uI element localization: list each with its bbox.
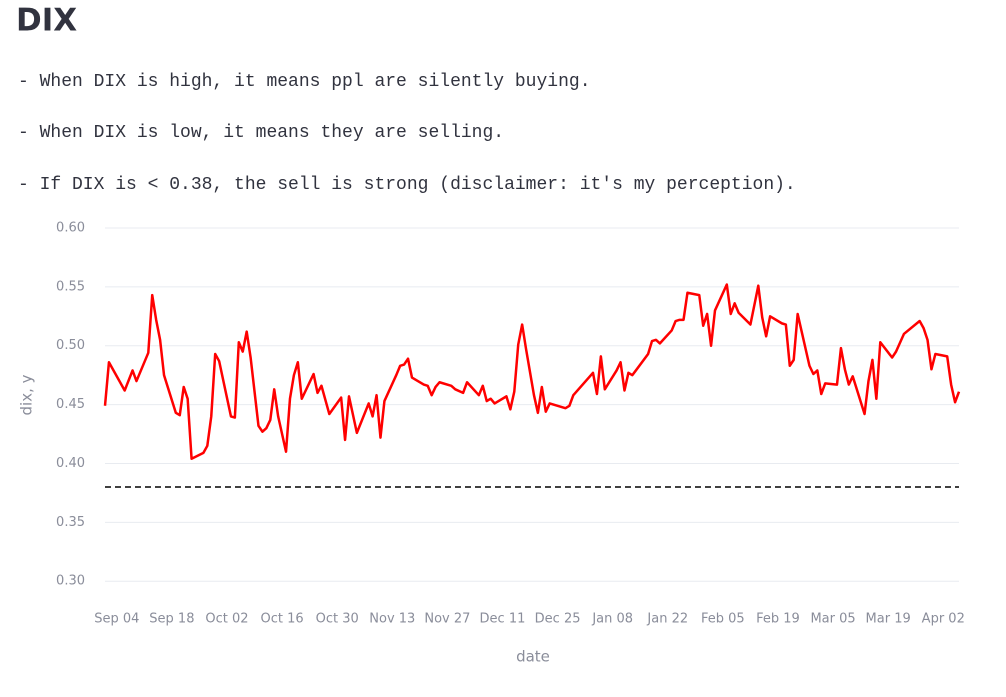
y-tick-label: 0.30 [56, 574, 85, 589]
x-tick-label: Oct 30 [316, 612, 359, 627]
x-tick-label: Mar 05 [810, 612, 855, 627]
note: - If DIX is < 0.38, the sell is strong (… [18, 175, 796, 195]
x-tick-label: Oct 16 [261, 612, 304, 627]
page-title: DIX [16, 3, 77, 39]
x-tick-label: Nov 13 [369, 612, 415, 627]
x-tick-label: Feb 19 [756, 612, 800, 627]
x-tick-label: Apr 02 [922, 612, 965, 627]
x-tick-label: Oct 02 [205, 612, 248, 627]
x-tick-label: Sep 18 [149, 612, 194, 627]
y-tick-label: 0.35 [56, 515, 85, 530]
x-axis-title: date [516, 648, 550, 666]
note: - When DIX is high, it means ppl are sil… [18, 72, 591, 92]
y-tick-label: 0.40 [56, 456, 85, 471]
y-tick-label: 0.60 [56, 221, 85, 236]
x-tick-label: Dec 11 [480, 612, 526, 627]
x-tick-label: Feb 05 [701, 612, 745, 627]
x-tick-label: Nov 27 [424, 612, 470, 627]
y-tick-label: 0.55 [56, 279, 85, 294]
x-tick-label: Jan 22 [646, 612, 688, 627]
note: - When DIX is low, it means they are sel… [18, 123, 504, 143]
x-tick-label: Jan 08 [591, 612, 633, 627]
x-tick-label: Mar 19 [866, 612, 911, 627]
y-axis-title: dix, y [18, 374, 36, 415]
x-tick-label: Sep 04 [94, 612, 139, 627]
data-line [103, 283, 961, 461]
y-tick-label: 0.50 [56, 338, 85, 353]
y-tick-label: 0.45 [56, 397, 85, 412]
x-tick-label: Dec 25 [535, 612, 581, 627]
